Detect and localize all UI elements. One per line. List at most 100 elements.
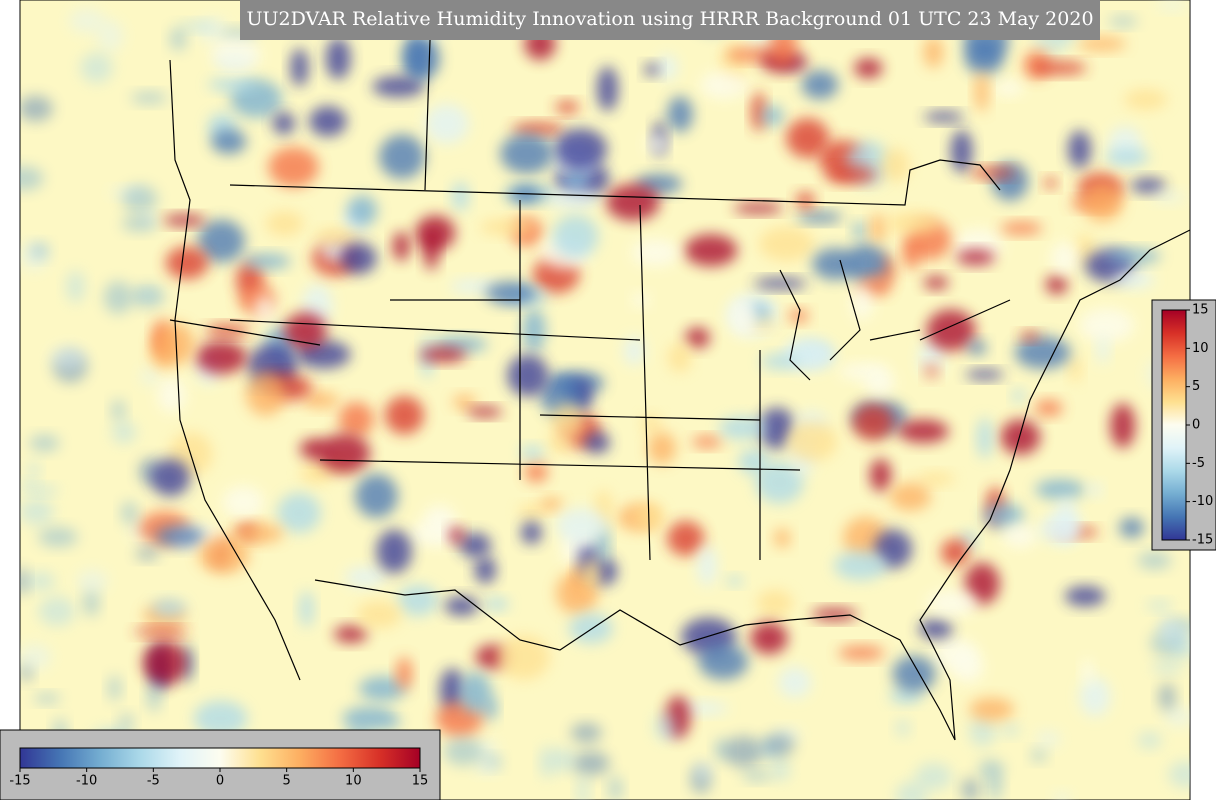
field-blob — [318, 433, 371, 474]
field-blob — [24, 571, 56, 591]
field-blob — [1081, 659, 1094, 685]
field-blob — [423, 229, 439, 271]
field-blob — [135, 547, 160, 560]
field-blob — [1079, 308, 1135, 343]
field-blob — [140, 366, 161, 386]
tick-label: 5 — [283, 774, 291, 789]
field-blob — [1031, 61, 1088, 75]
field-blob — [1067, 130, 1092, 169]
field-blob — [926, 590, 979, 617]
field-blob — [539, 497, 563, 512]
tick-label: -10 — [1192, 494, 1213, 509]
field-blob — [1064, 585, 1106, 607]
tick-label: -5 — [1192, 456, 1205, 471]
field-blob — [1014, 336, 1071, 369]
field-blob — [915, 762, 953, 791]
field-blob — [406, 37, 440, 80]
field-blob — [485, 281, 537, 305]
field-blob — [333, 625, 368, 643]
field-blob — [845, 243, 888, 284]
field-blob — [443, 737, 484, 766]
field-blob — [1038, 514, 1082, 544]
field-blob — [338, 401, 374, 438]
field-blob — [1096, 335, 1109, 365]
field-blob — [397, 584, 439, 616]
field-blob — [751, 91, 766, 132]
field-blob — [1045, 275, 1068, 295]
field-blob — [552, 214, 599, 259]
field-blob — [1137, 731, 1162, 749]
field-blob — [547, 435, 574, 453]
field-blob — [1001, 723, 1020, 737]
field-blob — [20, 568, 29, 595]
field-blob — [344, 567, 386, 588]
field-blob — [302, 392, 339, 409]
field-blob — [467, 406, 503, 418]
field-blob — [378, 134, 426, 179]
field-blob — [29, 434, 60, 452]
field-blob — [1000, 419, 1041, 455]
field-blob — [684, 234, 738, 267]
colorbar-right — [1161, 309, 1187, 541]
field-blob — [632, 292, 649, 308]
field-blob — [854, 58, 883, 79]
field-blob — [1151, 661, 1185, 674]
field-blob — [833, 550, 888, 581]
field-blob — [698, 643, 749, 680]
field-blob — [539, 745, 554, 779]
field-blob — [1158, 683, 1176, 711]
field-blob — [758, 226, 815, 262]
field-blob — [852, 403, 895, 441]
field-blob — [967, 340, 987, 355]
field-blob — [1034, 400, 1063, 417]
field-blob — [755, 461, 804, 504]
field-blob — [376, 529, 412, 574]
field-blob — [38, 596, 76, 627]
field-blob — [211, 129, 247, 155]
field-blob — [623, 336, 645, 366]
field-blob — [718, 416, 767, 440]
field-blob — [826, 166, 877, 184]
field-blob — [111, 399, 126, 422]
field-blob — [1163, 705, 1190, 728]
field-blob — [635, 503, 664, 530]
field-blob — [924, 363, 939, 379]
field-blob — [1137, 551, 1172, 570]
field-blob — [313, 228, 365, 245]
field-blob — [479, 218, 534, 236]
field-blob — [80, 52, 113, 83]
field-blob — [1012, 388, 1025, 403]
field-blob — [1151, 190, 1186, 204]
field-blob — [424, 103, 469, 144]
field-blob — [895, 719, 910, 737]
tick-label: 10 — [1192, 341, 1209, 356]
field-blob — [522, 308, 546, 352]
field-blob — [169, 27, 187, 51]
field-blob — [923, 111, 964, 123]
field-blob — [850, 285, 873, 321]
field-blob — [729, 298, 758, 337]
field-blob — [870, 213, 886, 243]
field-blob — [968, 715, 997, 748]
field-blob — [277, 492, 321, 534]
field-blob — [29, 242, 50, 259]
field-blob — [507, 354, 549, 397]
field-blob — [864, 368, 895, 397]
field-blob — [284, 312, 327, 350]
field-blob — [419, 347, 467, 363]
field-blob — [584, 432, 611, 454]
field-blob — [325, 37, 351, 80]
field-blob — [290, 48, 309, 87]
tick-label: 5 — [1192, 379, 1200, 394]
field-blob — [677, 702, 729, 715]
field-blob — [885, 212, 940, 235]
colorbar-ticks: -15 -15 -10 -10 -5 -5 0 0 5 5 10 10 15 15 — [9, 303, 1213, 789]
field-blob — [1053, 791, 1071, 800]
field-blob — [726, 575, 743, 586]
field-blob — [347, 195, 378, 226]
field-blob — [892, 655, 936, 693]
tick-label: 0 — [1192, 418, 1200, 433]
field-blob — [38, 527, 78, 547]
field-blob — [965, 369, 1004, 380]
